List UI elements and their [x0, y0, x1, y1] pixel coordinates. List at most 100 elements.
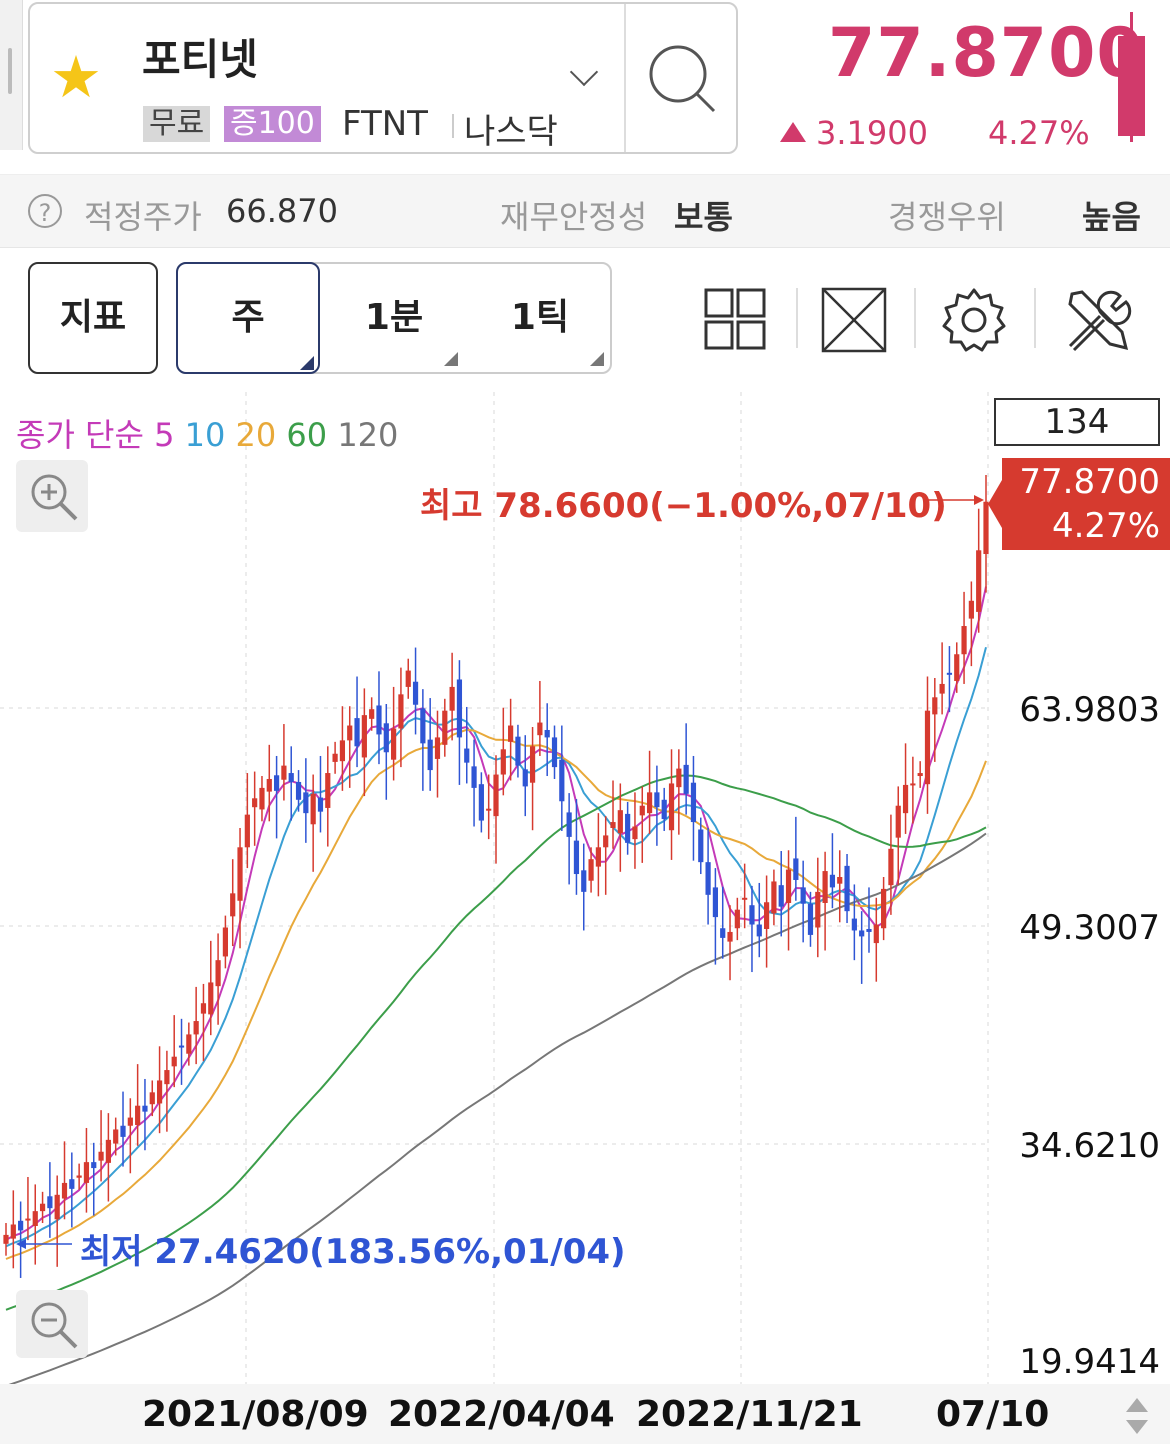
legend-prefix: 종가 단순: [16, 416, 144, 454]
candle: [537, 722, 543, 736]
candle: [383, 723, 389, 753]
indicator-button[interactable]: 지표: [28, 262, 158, 374]
candle: [595, 847, 601, 867]
divider: [624, 4, 626, 152]
candle: [610, 822, 616, 828]
candle: [639, 805, 645, 816]
candle: [522, 769, 528, 787]
candle: [778, 885, 784, 907]
candle: [54, 1194, 60, 1220]
candle: [200, 1003, 207, 1014]
candle: [961, 626, 967, 655]
competitive-advantage-label: 경쟁우위: [888, 198, 1006, 236]
corner-indicator: [590, 352, 604, 366]
candle: [712, 887, 719, 918]
favorite-star-icon[interactable]: ★: [50, 43, 102, 111]
candle: [895, 805, 901, 838]
current-price-tag-value: 77.8700: [1019, 462, 1160, 502]
candle: [149, 1092, 155, 1105]
candle-count: 134: [994, 398, 1160, 446]
scroll-arrows-icon[interactable]: [1124, 1394, 1150, 1438]
candle: [785, 869, 792, 903]
layout-grid-icon[interactable]: [700, 284, 772, 356]
x-tick-label: 2022/04/04: [388, 1394, 615, 1435]
candle: [603, 835, 609, 848]
candle: [442, 710, 448, 745]
y-tick-label: 19.9414: [1019, 1342, 1160, 1382]
candle: [391, 728, 397, 760]
tools-icon[interactable]: [1060, 284, 1132, 356]
candle: [851, 918, 857, 931]
legend-ma120: 120: [337, 416, 399, 454]
candle: [325, 773, 331, 808]
candle: [866, 928, 872, 932]
x-tick-label: 2022/11/21: [636, 1394, 863, 1435]
candle: [837, 877, 843, 884]
candle: [164, 1070, 170, 1085]
candle: [566, 812, 572, 837]
candle: [859, 930, 865, 937]
candle: [156, 1080, 163, 1104]
candle: [120, 1125, 126, 1137]
candle: [676, 768, 682, 788]
zoom-out-button[interactable]: [16, 1290, 88, 1358]
side-handle[interactable]: [0, 0, 23, 150]
candle: [493, 774, 499, 817]
candle: [354, 718, 360, 747]
gear-icon[interactable]: [938, 284, 1010, 356]
candle: [807, 903, 814, 935]
candle: [888, 848, 894, 886]
candle: [208, 982, 214, 1015]
candle: [98, 1151, 104, 1161]
candle: [215, 960, 221, 987]
candle: [222, 927, 229, 957]
divider: [452, 114, 454, 138]
candle: [661, 799, 667, 820]
search-button[interactable]: [628, 4, 736, 152]
candle: [171, 1056, 177, 1067]
candle: [464, 748, 470, 763]
market-name: 나스닥: [464, 112, 558, 152]
current-price-tag: 77.8700 4.27%: [1002, 458, 1170, 550]
candle: [18, 1220, 24, 1231]
stock-name[interactable]: 포티넷: [142, 35, 258, 84]
legend-ma5: 5: [154, 416, 175, 454]
low-price-label: 최저 27.4620(183.56%,01/04): [80, 1232, 626, 1272]
candle: [771, 881, 777, 914]
up-arrow-icon: [780, 122, 806, 142]
candle: [486, 808, 492, 811]
fair-price-value: 66.870: [226, 192, 338, 230]
tab-1tick[interactable]: 1틱: [510, 297, 570, 338]
candle: [910, 783, 916, 786]
candle: [398, 694, 404, 729]
candle: [742, 897, 748, 900]
candle: [10, 1224, 16, 1239]
badge-free: 무료: [143, 106, 211, 142]
candle: [91, 1162, 97, 1169]
candle: [113, 1129, 119, 1144]
ma-legend[interactable]: 종가 단순 5 10 20 60 120: [16, 410, 398, 456]
price-chart[interactable]: [0, 392, 1170, 1384]
candle: [544, 729, 550, 738]
candle: [654, 792, 660, 808]
tab-1min[interactable]: 1분: [364, 297, 424, 338]
candle: [690, 782, 697, 823]
candle: [47, 1196, 53, 1209]
candle: [727, 931, 733, 942]
candle: [230, 893, 236, 917]
candle: [32, 1211, 38, 1226]
price-change: 3.1900: [816, 114, 928, 152]
x-axis[interactable]: [0, 1384, 1170, 1444]
help-icon[interactable]: ?: [28, 194, 62, 228]
candle: [361, 715, 367, 758]
candle: [924, 710, 931, 785]
current-price-tag-change: 4.27%: [1051, 506, 1160, 546]
fullscreen-icon[interactable]: [818, 284, 890, 356]
candle: [76, 1175, 82, 1178]
tab-week[interactable]: 주: [176, 262, 320, 374]
search-icon: [649, 45, 716, 113]
zoom-in-button[interactable]: [16, 460, 88, 532]
ma10-line: [5, 646, 987, 1248]
candle: [317, 797, 324, 812]
candle: [756, 924, 762, 937]
